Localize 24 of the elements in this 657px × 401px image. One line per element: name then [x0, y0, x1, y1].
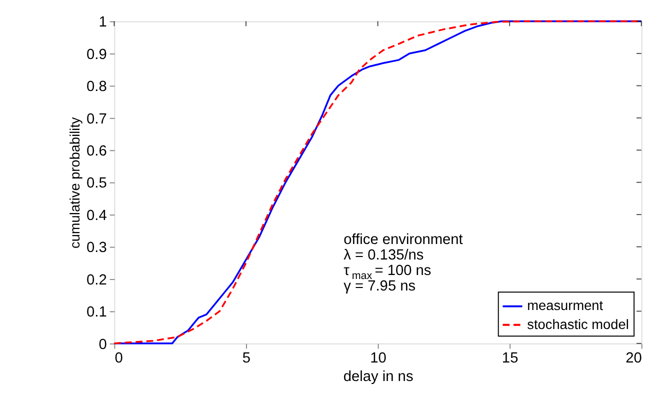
x-tick-label: 10: [370, 350, 386, 366]
x-axis-title: delay in ns: [343, 369, 414, 386]
y-tick-label: 1: [98, 14, 107, 31]
y-tick-label: 0.4: [86, 208, 107, 224]
x-tick-label: 15: [502, 350, 518, 366]
legend-label: stochastic model: [527, 316, 629, 332]
annotation: γ = 7.95 ns: [344, 278, 416, 295]
y-tick-label: 0.9: [86, 46, 107, 63]
x-tick-label: 20: [626, 350, 642, 366]
legend-label: measurment: [527, 298, 604, 314]
annotation: office environment: [344, 232, 463, 248]
x-tick-label: 5: [242, 350, 251, 366]
y-tick-label: 0.2: [86, 272, 107, 288]
annotation: λ = 0.135/ns: [344, 247, 424, 264]
x-tick-label: 0: [114, 350, 123, 366]
y-tick-label: 0.5: [86, 176, 107, 192]
y-tick-label: 0.6: [86, 144, 107, 160]
y-tick-label: 0.7: [86, 111, 107, 128]
y-axis-title: cumulative probability: [68, 117, 83, 248]
y-tick-label: 0.8: [86, 79, 107, 96]
y-tick-label: 0: [98, 336, 107, 353]
y-tick-label: 0.1: [86, 304, 107, 321]
line-series: [113, 20, 642, 344]
y-tick-label: 0.3: [86, 240, 107, 256]
